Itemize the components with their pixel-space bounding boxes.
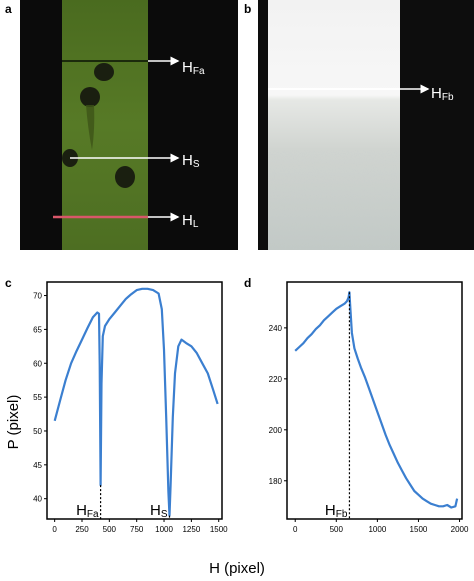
x-tick-label-c: 500 [103,525,117,534]
green-strip [62,0,148,250]
y-tick-label-d: 200 [269,426,283,435]
annotation-label-sub: Fb [336,509,348,520]
y-tick-label-c: 40 [33,495,42,504]
label-hfa: HFa [182,59,205,77]
y-tick-label-c: 65 [33,325,42,334]
annotation-label-c: HS [150,502,168,520]
label-hs: HS [182,152,200,170]
spot-4 [115,166,135,188]
shared-x-axis-label: H (pixel) [209,560,265,577]
panel-a-photo: HFa HS HL [20,0,238,250]
plot-frame-d [286,281,463,520]
label-hfb: HFb [431,85,454,103]
x-tick-label-c: 750 [130,525,144,534]
y-tick-label-c: 50 [33,427,42,436]
shared-y-axis-label: P (pixel) [5,395,22,450]
panel-letter-d: d [244,276,252,290]
annotation-label-main: H [325,502,336,519]
annotation-label-c: HFa [76,502,99,520]
x-tick-label-d: 2000 [451,525,469,534]
y-tick-label-c: 60 [33,359,42,368]
plot-frame-c [46,281,223,520]
panel-letter-b: b [244,2,252,16]
spot-2-tail [86,105,95,150]
annotation-label-main: H [76,502,87,519]
panel-b-photo: HFb [258,0,474,250]
y-tick-label-d: 180 [269,477,283,486]
panel-letter-a: a [5,2,12,16]
series-line-c [53,287,219,517]
x-tick-label-c: 1250 [182,525,200,534]
x-tick-label-d: 0 [293,525,298,534]
series-line-d [294,291,459,509]
spot-1 [94,63,114,81]
x-tick-label-d: 1000 [368,525,386,534]
y-tick-label-c: 70 [33,292,42,301]
y-tick-label-c: 55 [33,393,42,402]
x-tick-label-c: 1000 [155,525,173,534]
label-hl: HL [182,212,199,230]
annotation-label-sub: S [161,509,168,520]
x-tick-label-c: 0 [52,525,57,534]
panel-letter-c: c [5,276,12,290]
speckle-texture [268,150,400,250]
annotation-label-sub: Fa [87,509,99,520]
y-tick-label-c: 45 [33,461,42,470]
spot-2 [80,87,100,107]
y-tick-label-d: 220 [269,375,283,384]
x-tick-label-c: 250 [75,525,89,534]
x-tick-label-d: 500 [330,525,344,534]
annotation-label-main: H [150,502,161,519]
annotation-label-d: HFb [325,502,348,520]
x-tick-label-c: 1500 [210,525,228,534]
y-tick-label-d: 240 [269,324,283,333]
x-tick-label-d: 1500 [410,525,428,534]
chart-d: 0 500 1000 1500 2000 180 200 220 240 HFb [269,281,469,534]
